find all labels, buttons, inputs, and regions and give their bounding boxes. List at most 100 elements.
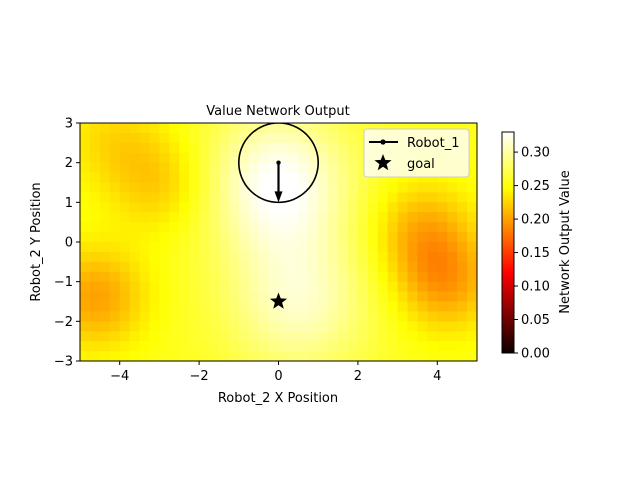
heatmap-cell xyxy=(467,172,477,183)
heatmap-cell xyxy=(109,291,121,302)
heatmap-cell xyxy=(367,281,379,293)
heatmap-cell xyxy=(149,301,160,312)
heatmap-cell xyxy=(407,251,418,263)
heatmap-cell xyxy=(338,232,349,243)
heatmap-cell xyxy=(169,261,180,273)
heatmap-cell xyxy=(199,162,210,174)
heatmap-cell xyxy=(338,142,349,154)
heatmap-cell xyxy=(99,192,111,203)
heatmap-cell xyxy=(119,281,131,293)
heatmap-cell xyxy=(159,311,170,322)
heatmap-cell xyxy=(248,232,260,243)
heatmap-cell xyxy=(357,242,369,253)
heatmap-cell xyxy=(278,182,289,193)
heatmap-cell xyxy=(457,331,468,342)
heatmap-cell xyxy=(139,242,150,253)
heatmap-cell xyxy=(457,291,468,302)
heatmap-cell xyxy=(318,152,329,164)
heatmap-cell xyxy=(357,341,369,352)
heatmap-cell xyxy=(417,331,428,342)
heatmap-cell xyxy=(258,172,270,183)
heatmap-cell xyxy=(278,222,289,233)
heatmap-cell xyxy=(437,232,448,243)
heatmap-cell xyxy=(467,192,477,203)
heatmap-cell xyxy=(387,301,399,312)
heatmap-cell xyxy=(318,222,329,233)
heatmap-cell xyxy=(248,182,260,193)
heatmap-cell xyxy=(228,123,240,134)
heatmap-cell xyxy=(119,311,131,322)
heatmap-cell xyxy=(407,222,418,233)
heatmap-cell xyxy=(258,321,270,332)
heatmap-cell xyxy=(268,182,280,193)
heatmap-cell xyxy=(119,162,131,174)
heatmap-cell xyxy=(238,271,250,283)
heatmap-cell xyxy=(437,251,448,263)
heatmap-cell xyxy=(248,251,260,263)
heatmap-cell xyxy=(457,351,468,361)
heatmap-cell xyxy=(109,331,121,342)
heatmap-cell xyxy=(169,232,180,243)
heatmap-cell xyxy=(417,251,428,263)
heatmap-cell xyxy=(218,123,230,134)
heatmap-cell xyxy=(119,222,131,233)
heatmap-cell xyxy=(109,172,121,183)
heatmap-cell xyxy=(288,311,299,322)
heatmap-cell xyxy=(467,162,477,174)
heatmap-cell xyxy=(89,301,101,312)
heatmap-cell xyxy=(407,172,418,183)
heatmap-cell xyxy=(218,341,230,352)
heatmap-cell xyxy=(417,172,428,183)
heatmap-cell xyxy=(427,251,438,263)
heatmap-cell xyxy=(288,222,299,233)
heatmap-cell xyxy=(199,152,210,164)
heatmap-cell xyxy=(407,281,418,293)
heatmap-cell xyxy=(80,192,91,203)
heatmap-cell xyxy=(199,202,210,213)
heatmap-cell xyxy=(318,261,329,273)
heatmap-cell xyxy=(288,242,299,253)
heatmap-cell xyxy=(298,291,309,302)
heatmap-cell xyxy=(357,291,369,302)
heatmap-cell xyxy=(437,172,448,183)
heatmap-cell xyxy=(80,291,91,302)
heatmap-cell xyxy=(89,212,101,223)
heatmap-cell xyxy=(347,142,359,154)
heatmap-cell xyxy=(99,341,111,352)
heatmap-cell xyxy=(447,261,458,273)
heatmap-cell xyxy=(99,321,111,332)
heatmap-cell xyxy=(199,132,210,144)
heatmap-cell xyxy=(288,162,299,174)
heatmap-cell xyxy=(248,291,260,302)
heatmap-cell xyxy=(457,281,468,293)
heatmap-cell xyxy=(367,311,379,322)
heatmap-cell xyxy=(248,142,260,154)
heatmap-cell xyxy=(437,281,448,293)
heatmap-cell xyxy=(407,321,418,332)
heatmap-cell xyxy=(377,321,389,332)
heatmap-cell xyxy=(189,132,200,144)
heatmap-cell xyxy=(457,271,468,283)
heatmap-cell xyxy=(407,192,418,203)
heatmap-cell xyxy=(427,123,438,134)
heatmap-cell xyxy=(387,271,399,283)
heatmap-cell xyxy=(268,341,280,352)
heatmap-cell xyxy=(457,182,468,193)
heatmap-cell xyxy=(228,242,240,253)
heatmap-cell xyxy=(347,172,359,183)
heatmap-cell xyxy=(189,123,200,134)
heatmap-cell xyxy=(437,321,448,332)
heatmap-cell xyxy=(367,202,379,213)
heatmap-cell xyxy=(288,212,299,223)
heatmap-cell xyxy=(119,291,131,302)
heatmap-cell xyxy=(467,311,477,322)
heatmap-cell xyxy=(99,142,111,154)
heatmap-cell xyxy=(109,242,121,253)
heatmap-cell xyxy=(159,202,170,213)
heatmap-cell xyxy=(308,301,319,312)
heatmap-cell xyxy=(109,162,121,174)
heatmap-cell xyxy=(228,132,240,144)
heatmap-cell xyxy=(328,291,339,302)
heatmap-cell xyxy=(119,123,131,134)
heatmap-cell xyxy=(298,142,309,154)
